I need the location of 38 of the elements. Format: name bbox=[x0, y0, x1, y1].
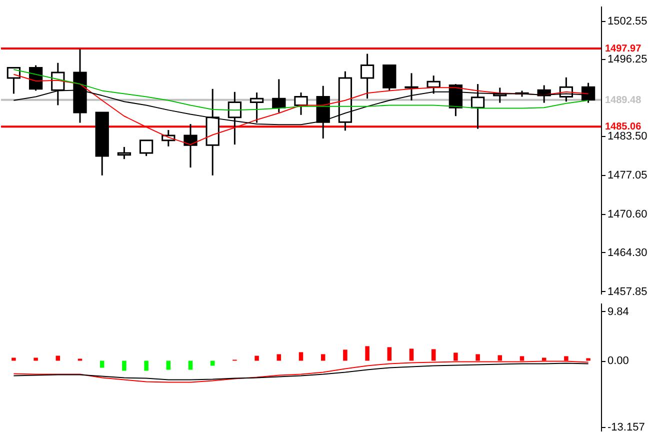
ref-line-label: 1485.06 bbox=[605, 122, 642, 133]
bar bbox=[387, 347, 392, 361]
bar bbox=[56, 356, 60, 361]
y-tick-label: 1464.30 bbox=[608, 246, 648, 259]
y-tick-label: 1477.05 bbox=[608, 170, 648, 182]
bar bbox=[210, 360, 215, 366]
y-tick-label: 0.00 bbox=[608, 355, 629, 368]
bar bbox=[100, 360, 104, 368]
bar bbox=[166, 360, 171, 370]
bar bbox=[276, 354, 282, 361]
ref-line-label: 1489.48 bbox=[605, 94, 642, 106]
y-tick-label: 1483.50 bbox=[608, 130, 648, 143]
ref-line-label: 1497.97 bbox=[605, 44, 642, 55]
bar bbox=[365, 346, 370, 361]
candlestick bbox=[28, 64, 43, 92]
candlestick bbox=[117, 146, 132, 160]
y-tick-label: 1496.25 bbox=[608, 53, 648, 66]
bar bbox=[298, 352, 304, 361]
y-tick-label: 9.84 bbox=[608, 306, 629, 318]
candlestick bbox=[6, 66, 21, 94]
candlestick bbox=[184, 123, 198, 168]
candlestick bbox=[360, 53, 374, 100]
bar bbox=[12, 358, 16, 361]
candlestick bbox=[139, 140, 154, 157]
bar bbox=[122, 360, 126, 371]
bar bbox=[320, 354, 326, 361]
candlestick bbox=[272, 78, 286, 114]
y-tick-label: -13.157 bbox=[608, 421, 645, 434]
y-tick-label: 1470.60 bbox=[608, 208, 648, 221]
candlestick bbox=[382, 64, 396, 92]
candlestick bbox=[294, 92, 308, 116]
bar bbox=[343, 350, 348, 361]
y-tick-label: 1502.55 bbox=[608, 15, 648, 28]
bar bbox=[188, 360, 193, 370]
bar bbox=[144, 360, 148, 371]
bar bbox=[254, 356, 259, 361]
bar bbox=[34, 358, 38, 361]
y-tick-label: 1457.85 bbox=[608, 286, 648, 298]
